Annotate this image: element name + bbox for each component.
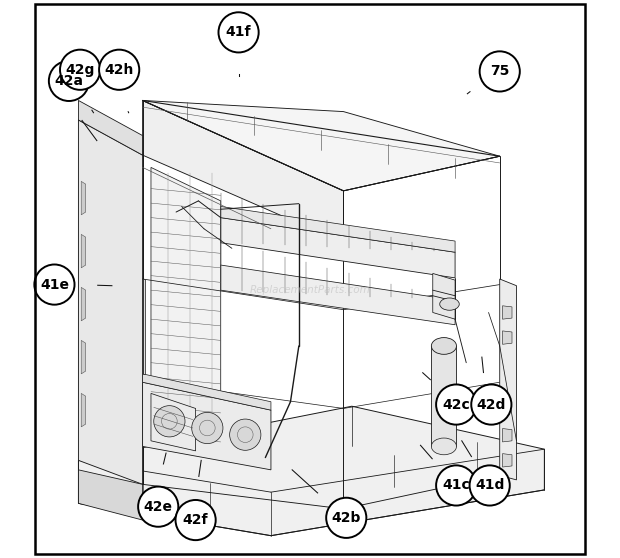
Polygon shape	[81, 181, 86, 215]
Text: 42e: 42e	[144, 499, 173, 514]
Ellipse shape	[432, 438, 456, 455]
Polygon shape	[502, 306, 512, 319]
Text: 42a: 42a	[55, 74, 84, 88]
Circle shape	[60, 50, 100, 90]
Polygon shape	[432, 346, 456, 446]
Polygon shape	[81, 340, 86, 374]
Text: 41f: 41f	[226, 25, 251, 40]
Circle shape	[154, 406, 185, 437]
Circle shape	[436, 465, 476, 506]
Polygon shape	[81, 287, 86, 321]
Circle shape	[34, 264, 74, 305]
Text: 42f: 42f	[183, 513, 208, 527]
Polygon shape	[143, 382, 271, 470]
Polygon shape	[143, 100, 343, 243]
Circle shape	[229, 419, 261, 450]
Polygon shape	[81, 393, 86, 427]
Polygon shape	[221, 218, 455, 278]
Ellipse shape	[432, 338, 456, 354]
Circle shape	[175, 500, 216, 540]
Text: 41d: 41d	[475, 478, 504, 493]
Polygon shape	[151, 393, 196, 451]
Text: 75: 75	[490, 64, 510, 79]
Text: 42b: 42b	[332, 511, 361, 525]
Circle shape	[192, 412, 223, 444]
Text: 42c: 42c	[442, 397, 470, 412]
Circle shape	[138, 487, 179, 527]
Circle shape	[326, 498, 366, 538]
Text: 41c: 41c	[442, 478, 470, 493]
Polygon shape	[221, 265, 455, 325]
Polygon shape	[81, 234, 86, 268]
Circle shape	[436, 384, 476, 425]
Polygon shape	[78, 100, 143, 155]
Polygon shape	[502, 331, 512, 344]
Polygon shape	[502, 454, 512, 467]
Polygon shape	[143, 100, 500, 191]
Circle shape	[480, 51, 520, 92]
Text: 41e: 41e	[40, 277, 69, 292]
Ellipse shape	[440, 298, 459, 310]
Polygon shape	[502, 429, 512, 442]
Circle shape	[49, 61, 89, 101]
Circle shape	[471, 384, 511, 425]
Circle shape	[99, 50, 140, 90]
Text: 42h: 42h	[105, 62, 134, 77]
Polygon shape	[143, 279, 145, 374]
Text: 42d: 42d	[477, 397, 506, 412]
Text: 42g: 42g	[66, 62, 95, 77]
Polygon shape	[78, 406, 544, 536]
Circle shape	[218, 12, 259, 52]
Polygon shape	[221, 206, 455, 252]
Polygon shape	[500, 279, 516, 480]
Text: ReplacementParts.com: ReplacementParts.com	[250, 285, 370, 295]
Polygon shape	[151, 167, 221, 453]
Polygon shape	[143, 374, 271, 410]
Polygon shape	[78, 470, 143, 520]
Circle shape	[469, 465, 510, 506]
Polygon shape	[433, 273, 455, 319]
Polygon shape	[78, 120, 143, 484]
